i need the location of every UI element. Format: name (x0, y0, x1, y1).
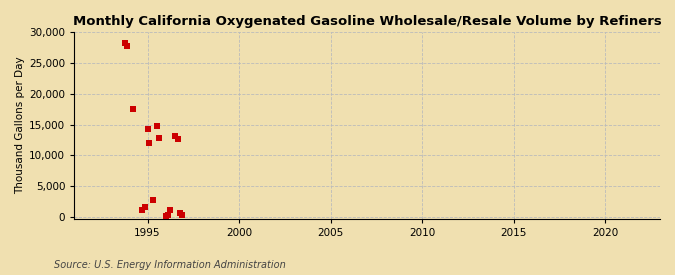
Point (177, 213, 188, 217)
Point (136, 208, 147, 212)
Point (151, 123, 162, 128)
Point (169, 134, 180, 138)
Point (122, 43, 133, 48)
Text: Source: U.S. Energy Information Administration: Source: U.S. Energy Information Administ… (54, 260, 286, 270)
Point (165, 208, 176, 212)
Point (174, 211, 185, 215)
Title: Monthly California Oxygenated Gasoline Wholesale/Resale Volume by Refiners: Monthly California Oxygenated Gasoline W… (73, 15, 662, 28)
Point (162, 213, 173, 217)
Y-axis label: Thousand Gallons per Day: Thousand Gallons per Day (15, 57, 25, 194)
Point (142, 127, 153, 131)
Point (161, 214, 171, 218)
Point (128, 107, 138, 111)
Point (119, 41, 130, 45)
Point (172, 136, 183, 141)
Point (139, 205, 150, 210)
Point (144, 141, 155, 145)
Point (148, 198, 159, 202)
Point (154, 136, 165, 140)
